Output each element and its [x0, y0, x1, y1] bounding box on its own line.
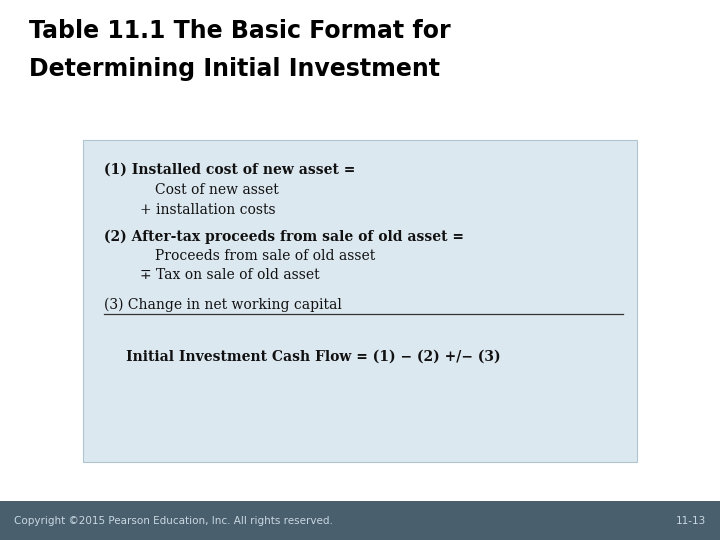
Text: (2) After-tax proceeds from sale of old asset =: (2) After-tax proceeds from sale of old …	[104, 230, 464, 244]
Text: Determining Initial Investment: Determining Initial Investment	[29, 57, 440, 80]
Text: + installation costs: + installation costs	[140, 202, 276, 217]
Text: Proceeds from sale of old asset: Proceeds from sale of old asset	[155, 249, 375, 263]
Text: (1) Installed cost of new asset =: (1) Installed cost of new asset =	[104, 163, 356, 177]
Text: 11-13: 11-13	[675, 516, 706, 525]
FancyBboxPatch shape	[0, 501, 720, 540]
Text: Initial Investment Cash Flow = (1) − (2) +/− (3): Initial Investment Cash Flow = (1) − (2)…	[126, 349, 500, 363]
Text: Table 11.1 The Basic Format for: Table 11.1 The Basic Format for	[29, 19, 451, 43]
Text: Cost of new asset: Cost of new asset	[155, 183, 279, 197]
Text: (3) Change in net working capital: (3) Change in net working capital	[104, 298, 342, 312]
Text: ∓ Tax on sale of old asset: ∓ Tax on sale of old asset	[140, 268, 320, 282]
FancyBboxPatch shape	[83, 140, 637, 462]
Text: Copyright ©2015 Pearson Education, Inc. All rights reserved.: Copyright ©2015 Pearson Education, Inc. …	[14, 516, 333, 525]
